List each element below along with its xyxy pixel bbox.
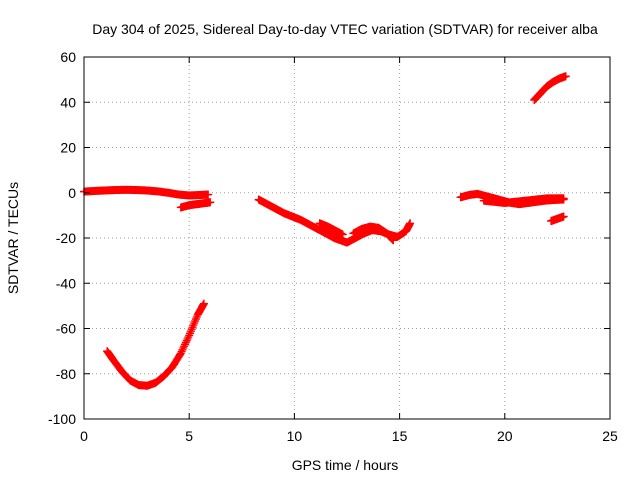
data-point [559, 194, 568, 203]
data-point [184, 333, 193, 342]
series-arc-11 [530, 72, 570, 104]
series-arc-10 [547, 212, 568, 226]
y-tick-label: 40 [60, 94, 76, 110]
x-axis-label: GPS time / hours [292, 457, 399, 473]
x-tick-label: 25 [602, 428, 618, 444]
x-tick-label: 20 [497, 428, 513, 444]
x-ticks: 0 5 10 15 20 25 [80, 57, 618, 444]
y-ticks: -100 -80 -60 -40 -20 0 20 40 60 [48, 49, 610, 427]
data-point [561, 72, 570, 81]
data-point [338, 230, 347, 239]
data-point [181, 338, 190, 347]
y-tick-label: -40 [56, 275, 76, 291]
series-arc-1 [80, 185, 213, 200]
y-tick-label: 20 [60, 140, 76, 156]
data-point [180, 342, 189, 351]
grid-lines [84, 57, 610, 419]
data-point [206, 198, 215, 207]
plot-frame [83, 56, 611, 420]
data-point [177, 347, 186, 356]
series-arc-4 [254, 195, 351, 247]
data-points [80, 72, 570, 390]
data-point [183, 334, 192, 343]
chart-title: Day 304 of 2025, Sidereal Day-to-day VTE… [92, 21, 598, 37]
data-point [176, 349, 185, 358]
x-tick-label: 10 [287, 428, 303, 444]
series-arc-7 [349, 222, 398, 245]
data-point [178, 345, 187, 354]
x-tick-label: 0 [80, 428, 88, 444]
y-tick-label: 0 [68, 185, 76, 201]
data-point [204, 190, 213, 199]
data-point [559, 212, 568, 221]
y-tick-label: -60 [56, 321, 76, 337]
x-tick-label: 15 [392, 428, 408, 444]
series-arc-5 [315, 219, 347, 239]
y-tick-label: -100 [48, 411, 76, 427]
y-tick-label: 60 [60, 49, 76, 65]
series-arc-9 [479, 194, 568, 207]
series-arc-2 [176, 198, 215, 212]
y-tick-label: -80 [56, 366, 76, 382]
data-point [180, 340, 189, 349]
data-point [179, 343, 188, 352]
x-tick-label: 5 [185, 428, 193, 444]
data-point [389, 236, 398, 245]
y-axis-label: SDTVAR / TECUs [5, 182, 21, 294]
series-arc-3 [103, 299, 208, 390]
data-point [199, 299, 208, 308]
data-point [182, 336, 191, 345]
data-point [406, 219, 415, 228]
y-tick-label: -20 [56, 230, 76, 246]
